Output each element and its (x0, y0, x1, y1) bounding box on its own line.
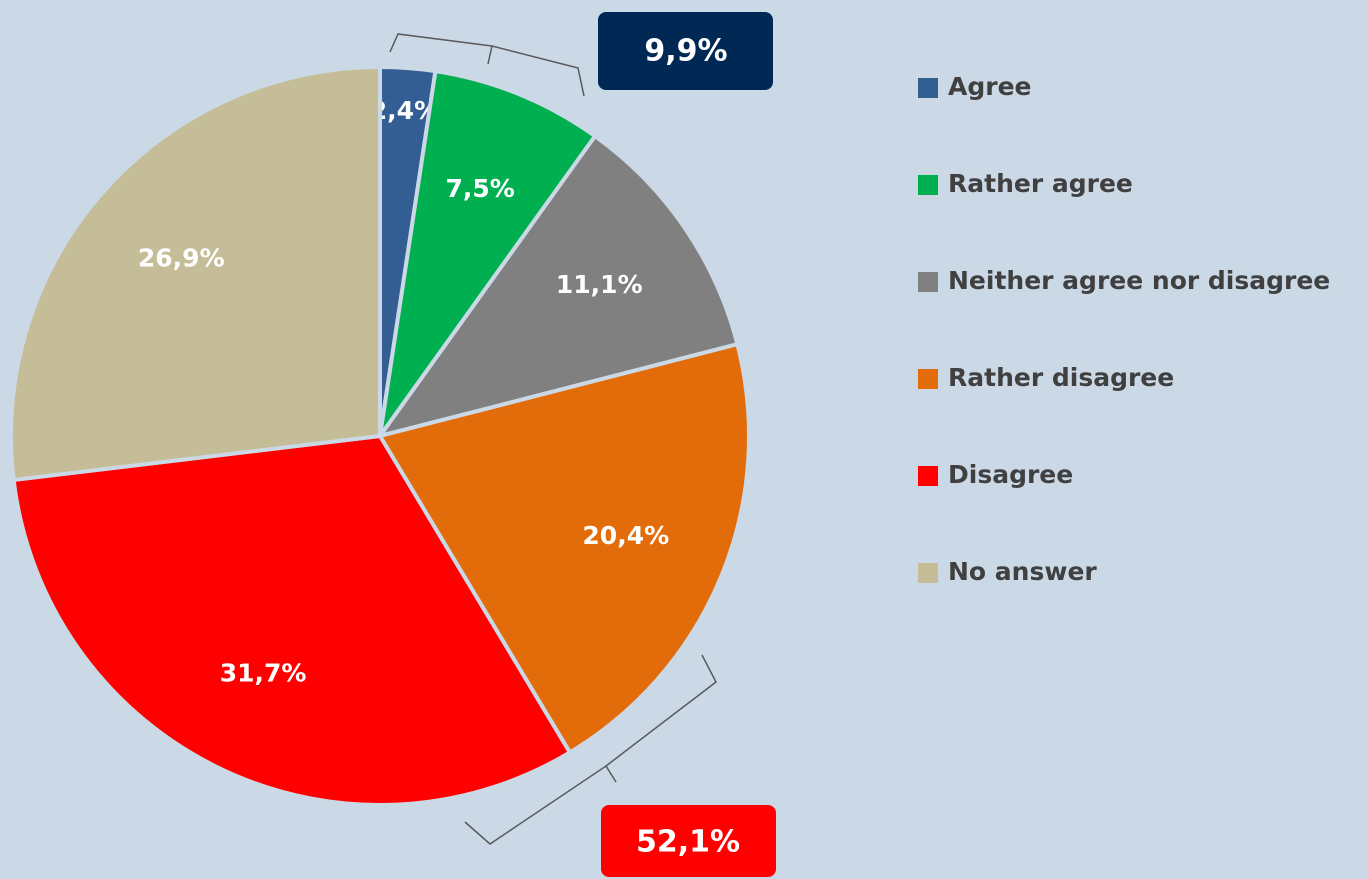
pie: 2,4%7,5%11,1%20,4%31,7%26,9% (9, 64, 751, 807)
legend: Agree Rather agree Neither agree nor disag… (918, 72, 1330, 586)
data-label: 7,5% (445, 174, 514, 203)
slice (375, 133, 740, 440)
slice (11, 433, 573, 807)
legend-label: No answer (948, 557, 1097, 586)
slice (378, 68, 598, 438)
legend-swatch (918, 369, 938, 389)
annotation-box (601, 805, 776, 877)
annotation: 52,1% (636, 825, 740, 860)
legend-label: Neither agree nor disagree (948, 266, 1330, 295)
data-label: 31,7% (220, 659, 307, 688)
bracket (464, 654, 717, 845)
bracket (389, 33, 585, 97)
legend-swatch (918, 272, 938, 292)
annotation-box (598, 12, 773, 90)
legend-swatch (918, 466, 938, 486)
legend-label: Rather agree (948, 169, 1133, 198)
slice (9, 64, 382, 483)
legend-label: Agree (948, 72, 1031, 101)
slice (376, 341, 751, 756)
legend-swatch (918, 563, 938, 583)
legend-swatch (918, 78, 938, 98)
data-label: 11,1% (556, 270, 643, 299)
data-label: 20,4% (582, 521, 669, 550)
annotation: 9,9% (644, 34, 727, 69)
data-label: 26,9% (138, 244, 225, 273)
legend-label: Rather disagree (948, 363, 1174, 392)
legend-swatch (918, 175, 938, 195)
legend-label: Disagree (948, 460, 1073, 489)
